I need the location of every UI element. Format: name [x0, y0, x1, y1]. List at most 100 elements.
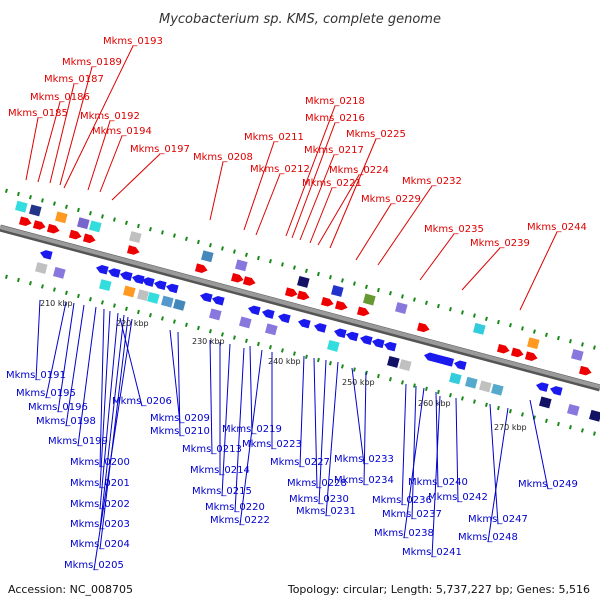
- feature-block[interactable]: [28, 203, 43, 217]
- reverse-gene-label[interactable]: Mkms_0222: [210, 515, 270, 526]
- reverse-gene-label[interactable]: Mkms_0213: [182, 444, 242, 455]
- forward-gene-label[interactable]: Mkms_0197: [130, 144, 190, 155]
- forward-gene-arrow[interactable]: [496, 343, 511, 355]
- reverse-gene-arrow[interactable]: [119, 270, 133, 281]
- reverse-gene-label[interactable]: Mkms_0214: [190, 465, 250, 476]
- reverse-gene-label[interactable]: Mkms_0241: [402, 547, 462, 558]
- reverse-gene-label[interactable]: Mkms_0210: [150, 426, 210, 437]
- forward-gene-label[interactable]: Mkms_0212: [250, 164, 310, 175]
- reverse-gene-label[interactable]: Mkms_0223: [242, 439, 302, 450]
- forward-gene-label[interactable]: Mkms_0194: [92, 126, 152, 137]
- reverse-gene-arrow[interactable]: [153, 279, 167, 291]
- forward-gene-arrow[interactable]: [320, 297, 335, 308]
- reverse-gene-arrow[interactable]: [199, 291, 213, 303]
- forward-gene-label[interactable]: Mkms_0221: [302, 178, 362, 189]
- reverse-gene-label[interactable]: Mkms_0238: [374, 528, 434, 539]
- forward-gene-label[interactable]: Mkms_0216: [305, 113, 365, 124]
- feature-block[interactable]: [296, 275, 311, 289]
- reverse-gene-label[interactable]: Mkms_0204: [70, 539, 130, 550]
- reverse-gene-label[interactable]: Mkms_0231: [296, 506, 356, 517]
- reverse-gene-arrow[interactable]: [211, 295, 225, 306]
- reverse-gene-label[interactable]: Mkms_0206: [112, 396, 172, 407]
- reverse-gene-arrow[interactable]: [277, 312, 291, 324]
- reverse-gene-label[interactable]: Mkms_0240: [408, 477, 468, 488]
- forward-gene-arrow[interactable]: [46, 223, 61, 235]
- forward-gene-label[interactable]: Mkms_0211: [244, 132, 304, 143]
- reverse-gene-label[interactable]: Mkms_0248: [458, 532, 518, 543]
- forward-gene-arrow[interactable]: [32, 220, 47, 231]
- reverse-gene-arrow[interactable]: [39, 249, 53, 260]
- feature-block[interactable]: [326, 339, 341, 353]
- forward-gene-arrow[interactable]: [296, 290, 311, 302]
- forward-gene-label[interactable]: Mkms_0193: [103, 36, 163, 47]
- reverse-gene-label[interactable]: Mkms_0209: [150, 413, 210, 424]
- reverse-gene-label[interactable]: Mkms_0200: [70, 457, 130, 468]
- feature-block[interactable]: [538, 395, 553, 409]
- forward-gene-arrow[interactable]: [510, 347, 525, 359]
- reverse-gene-arrow[interactable]: [107, 267, 121, 278]
- reverse-gene-arrow[interactable]: [371, 337, 385, 349]
- reverse-gene-label[interactable]: Mkms_0219: [222, 424, 282, 435]
- reverse-gene-arrow[interactable]: [261, 308, 275, 319]
- forward-gene-label[interactable]: Mkms_0235: [424, 224, 484, 235]
- reverse-gene-label[interactable]: Mkms_0198: [36, 416, 96, 427]
- feature-block[interactable]: [98, 278, 113, 292]
- forward-gene-label[interactable]: Mkms_0244: [527, 222, 587, 233]
- reverse-gene-arrow[interactable]: [345, 330, 359, 342]
- forward-gene-arrow[interactable]: [242, 276, 257, 287]
- reverse-gene-arrow[interactable]: [535, 381, 549, 392]
- reverse-gene-label[interactable]: Mkms_0196: [28, 402, 88, 413]
- forward-gene-arrow[interactable]: [194, 263, 209, 274]
- feature-block[interactable]: [490, 383, 505, 397]
- forward-gene-arrow[interactable]: [334, 300, 349, 312]
- feature-block[interactable]: [264, 322, 279, 336]
- feature-block[interactable]: [208, 307, 223, 321]
- forward-gene-arrow[interactable]: [284, 287, 299, 298]
- feature-block[interactable]: [478, 379, 493, 393]
- forward-gene-label[interactable]: Mkms_0225: [346, 129, 406, 140]
- forward-gene-label[interactable]: Mkms_0218: [305, 96, 365, 107]
- feature-block[interactable]: [526, 336, 541, 350]
- forward-gene-label[interactable]: Mkms_0208: [193, 152, 253, 163]
- reverse-gene-arrow[interactable]: [131, 273, 145, 285]
- reverse-gene-label[interactable]: Mkms_0195: [16, 388, 76, 399]
- feature-block[interactable]: [448, 371, 463, 385]
- forward-gene-label[interactable]: Mkms_0192: [80, 111, 140, 122]
- forward-gene-arrow[interactable]: [578, 365, 593, 377]
- feature-block[interactable]: [54, 210, 69, 224]
- reverse-gene-arrow[interactable]: [313, 322, 327, 333]
- reverse-gene-arrow[interactable]: [439, 355, 453, 367]
- forward-gene-arrow[interactable]: [230, 273, 245, 284]
- reverse-gene-arrow[interactable]: [333, 327, 347, 339]
- reverse-gene-label[interactable]: Mkms_0215: [192, 486, 252, 497]
- feature-block[interactable]: [200, 249, 215, 263]
- feature-block[interactable]: [566, 403, 581, 417]
- reverse-gene-label[interactable]: Mkms_0249: [518, 479, 578, 490]
- forward-gene-label[interactable]: Mkms_0186: [30, 92, 90, 103]
- forward-gene-label[interactable]: Mkms_0232: [402, 176, 462, 187]
- reverse-gene-label[interactable]: Mkms_0191: [6, 370, 66, 381]
- feature-block[interactable]: [394, 301, 409, 315]
- forward-gene-arrow[interactable]: [416, 322, 431, 334]
- forward-gene-label[interactable]: Mkms_0189: [62, 57, 122, 68]
- feature-block[interactable]: [14, 200, 29, 214]
- feature-block[interactable]: [146, 291, 161, 305]
- feature-block[interactable]: [398, 358, 413, 372]
- forward-gene-arrow[interactable]: [82, 233, 97, 245]
- reverse-gene-label[interactable]: Mkms_0233: [334, 454, 394, 465]
- reverse-gene-label[interactable]: Mkms_0234: [334, 475, 394, 486]
- reverse-gene-label[interactable]: Mkms_0202: [70, 499, 130, 510]
- reverse-gene-label[interactable]: Mkms_0201: [70, 478, 130, 489]
- reverse-gene-arrow[interactable]: [453, 359, 467, 371]
- feature-block[interactable]: [472, 322, 487, 336]
- feature-block[interactable]: [570, 348, 585, 362]
- forward-gene-arrow[interactable]: [18, 216, 33, 227]
- forward-gene-label[interactable]: Mkms_0229: [361, 194, 421, 205]
- reverse-gene-label[interactable]: Mkms_0247: [468, 514, 528, 525]
- forward-gene-label[interactable]: Mkms_0224: [329, 165, 389, 176]
- reverse-gene-arrow[interactable]: [247, 304, 261, 316]
- reverse-gene-arrow[interactable]: [383, 341, 397, 352]
- forward-gene-arrow[interactable]: [68, 229, 83, 241]
- reverse-gene-label[interactable]: Mkms_0242: [428, 492, 488, 503]
- reverse-gene-label[interactable]: Mkms_0199: [48, 436, 108, 447]
